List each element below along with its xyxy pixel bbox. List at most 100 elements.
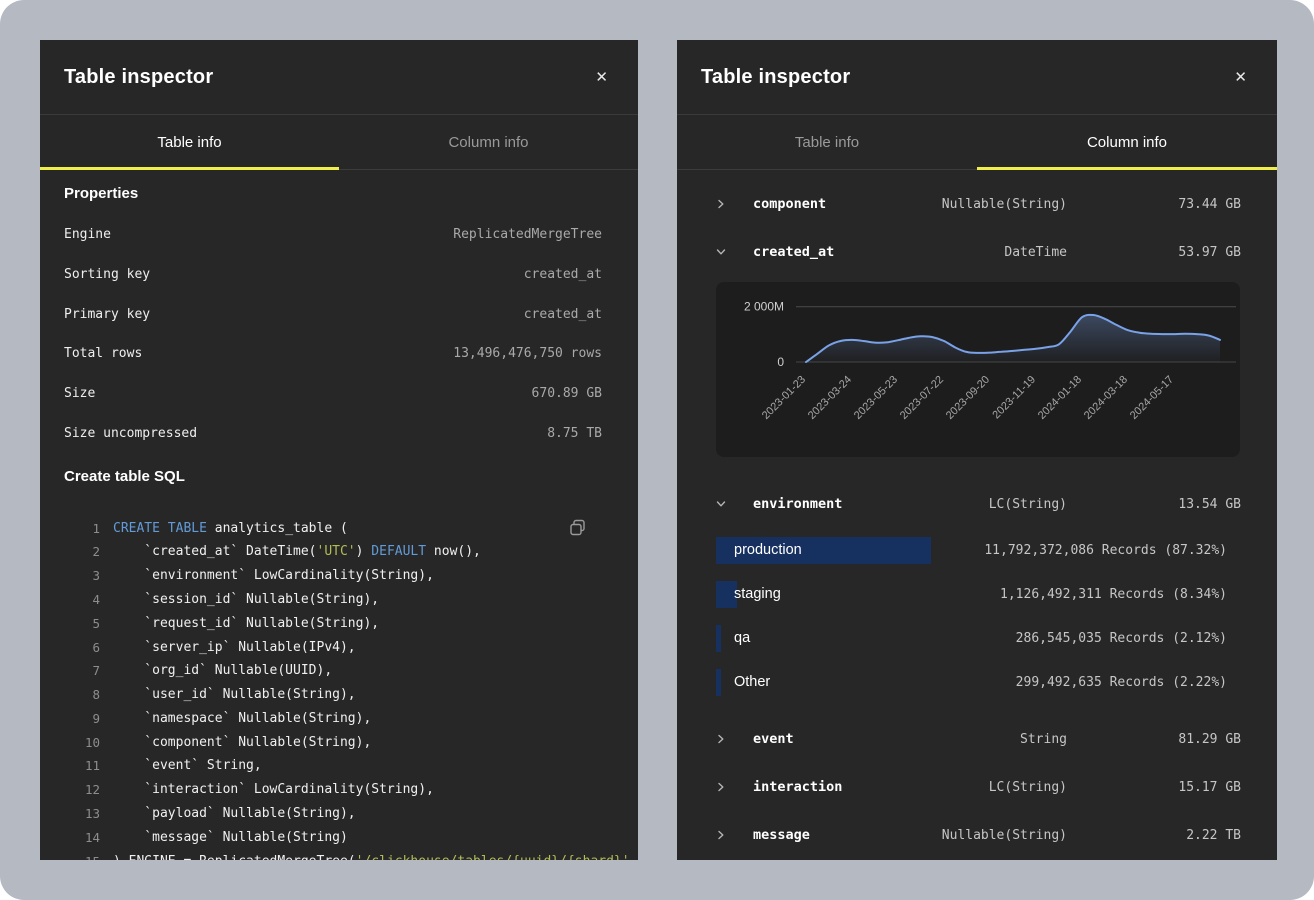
- property-label: Size uncompressed: [64, 426, 197, 441]
- property-value: created_at: [524, 267, 602, 282]
- sql-line: 13 `payload` Nullable(String),: [64, 802, 614, 826]
- line-number: 15: [64, 854, 100, 860]
- chart-area-fill: [806, 315, 1220, 362]
- column-row-event[interactable]: eventString81.29 GB: [677, 715, 1277, 763]
- sql-text: `environment` LowCardinality(String),: [113, 568, 434, 583]
- properties-heading: Properties: [64, 184, 614, 204]
- y-axis-tick-label: 2 000M: [744, 300, 784, 314]
- x-axis-tick-label: 2023-03-24: [806, 374, 854, 422]
- y-axis-tick-label: 0: [777, 355, 784, 369]
- sql-text: `component` Nullable(String),: [113, 735, 371, 750]
- column-row-environment[interactable]: environmentLC(String)13.54 GB: [677, 480, 1277, 528]
- sql-line: 8 `user_id` Nullable(String),: [64, 683, 614, 707]
- tab-bar: Table infoColumn info: [677, 115, 1277, 170]
- sql-line: 2 `created_at` DateTime('UTC') DEFAULT n…: [64, 540, 614, 564]
- column-size: 13.54 GB: [1141, 497, 1241, 512]
- value-records: 286,545,035 Records (2.12%): [1016, 631, 1227, 646]
- sql-line: 4 `session_id` Nullable(String),: [64, 588, 614, 612]
- tab-table-info[interactable]: Table info: [40, 115, 339, 170]
- sql-text: `event` String,: [113, 758, 262, 773]
- line-number: 11: [64, 758, 100, 773]
- sql-line: 14 `message` Nullable(String): [64, 825, 614, 849]
- line-number: 7: [64, 663, 100, 678]
- value-label: Other: [734, 674, 770, 690]
- close-icon[interactable]: ✕: [1228, 66, 1253, 89]
- property-label: Size: [64, 386, 95, 401]
- x-axis-tick-label: 2023-11-19: [990, 374, 1038, 422]
- column-row-message[interactable]: messageNullable(String)2.22 TB: [677, 811, 1277, 859]
- sql-code-lines: 1CREATE TABLE analytics_table (2 `create…: [64, 516, 614, 860]
- close-icon[interactable]: ✕: [589, 66, 614, 89]
- property-label: Primary key: [64, 307, 150, 322]
- column-row-component[interactable]: componentNullable(String)73.44 GB: [677, 180, 1277, 228]
- x-axis-tick-label: 2024-03-18: [1082, 374, 1130, 422]
- line-number: 4: [64, 592, 100, 607]
- property-value: created_at: [524, 307, 602, 322]
- line-number: 8: [64, 687, 100, 702]
- column-size: 15.17 GB: [1141, 780, 1241, 795]
- page-title: Table inspector: [701, 66, 850, 89]
- sql-text: `user_id` Nullable(String),: [113, 687, 356, 702]
- page-title: Table inspector: [64, 66, 213, 89]
- chevron-down-icon: [716, 247, 726, 257]
- sql-text: `namespace` Nullable(String),: [113, 711, 371, 726]
- property-row-total-rows: Total rows13,496,476,750 rows: [64, 334, 602, 374]
- copy-pages-icon: [568, 518, 588, 538]
- line-number: 13: [64, 806, 100, 821]
- chevron-right-icon: [716, 782, 726, 792]
- x-axis-tick-label: 2023-01-23: [760, 374, 808, 422]
- property-row-primary-key: Primary key created_at: [64, 294, 602, 334]
- sql-line: 12 `interaction` LowCardinality(String),: [64, 778, 614, 802]
- value-records: 11,792,372,086 Records (87.32%): [984, 543, 1227, 558]
- sql-line: 5 `request_id` Nullable(String),: [64, 611, 614, 635]
- tab-column-info[interactable]: Column info: [339, 115, 638, 170]
- column-row-created-at[interactable]: created_atDateTime53.97 GB: [677, 228, 1277, 276]
- column-name: environment: [753, 496, 877, 512]
- sql-code-block: 1CREATE TABLE analytics_table (2 `create…: [64, 498, 614, 860]
- line-number: 12: [64, 782, 100, 797]
- area-chart-svg: 2 000M02023-01-232023-03-242023-05-23202…: [716, 282, 1240, 457]
- table-inspector-modal-column-info: Table inspector ✕ Table infoColumn info …: [677, 40, 1277, 860]
- value-row-production: production 11,792,372,086 Records (87.32%…: [716, 528, 1240, 572]
- value-row-staging: staging1,126,492,311 Records (8.34%): [716, 572, 1240, 616]
- line-number: 3: [64, 568, 100, 583]
- column-type: String: [877, 732, 1067, 747]
- table-info-scroll-area[interactable]: Properties EngineReplicatedMergeTreeSort…: [40, 184, 638, 860]
- column-row-interaction[interactable]: interactionLC(String) 15.17 GB: [677, 763, 1277, 811]
- value-bar: [716, 669, 721, 696]
- tab-table-info[interactable]: Table info: [677, 115, 977, 170]
- x-axis-tick-label: 2023-09-20: [944, 374, 992, 422]
- chevron-right-icon: [716, 734, 726, 744]
- chevron-down-icon: [716, 499, 726, 509]
- column-size: 53.97 GB: [1141, 245, 1241, 260]
- column-type: Nullable(String): [877, 828, 1067, 843]
- column-type: DateTime: [877, 245, 1067, 260]
- property-value: 670.89 GB: [532, 386, 602, 401]
- x-axis-tick-label: 2023-07-22: [898, 374, 946, 422]
- property-row-sorting-key: Sorting keycreated_at: [64, 255, 602, 295]
- line-number: 6: [64, 640, 100, 655]
- column-name: interaction: [753, 779, 877, 795]
- property-row-size-uncompressed: Size uncompressed8.75 TB: [64, 413, 602, 453]
- copy-button[interactable]: [568, 518, 588, 538]
- property-value: 13,496,476,750 rows: [453, 346, 602, 361]
- value-label: staging: [734, 586, 781, 602]
- column-type: LC(String): [877, 780, 1067, 795]
- x-axis-tick-label: 2023-05-23: [852, 374, 900, 422]
- line-number: 1: [64, 521, 100, 536]
- column-type: Nullable(String): [877, 197, 1067, 212]
- table-inspector-modal-table-info: Table inspector ✕ Table infoColumn info …: [40, 40, 638, 860]
- line-number: 5: [64, 616, 100, 631]
- sql-text: `request_id` Nullable(String),: [113, 616, 379, 631]
- tab-column-info[interactable]: Column info: [977, 115, 1277, 170]
- column-list-scroll-area[interactable]: componentNullable(String)73.44 GBcreated…: [677, 170, 1277, 859]
- value-label: qa: [734, 630, 750, 646]
- sql-text: `message` Nullable(String): [113, 830, 348, 845]
- property-label: Engine: [64, 227, 111, 242]
- chevron-right-icon: [716, 199, 726, 209]
- value-label: production: [734, 542, 802, 558]
- line-number: 9: [64, 711, 100, 726]
- sql-line: 3 `environment` LowCardinality(String),: [64, 564, 614, 588]
- sql-line: 10 `component` Nullable(String),: [64, 730, 614, 754]
- value-row-other: Other299,492,635 Records (2.22%): [716, 660, 1240, 704]
